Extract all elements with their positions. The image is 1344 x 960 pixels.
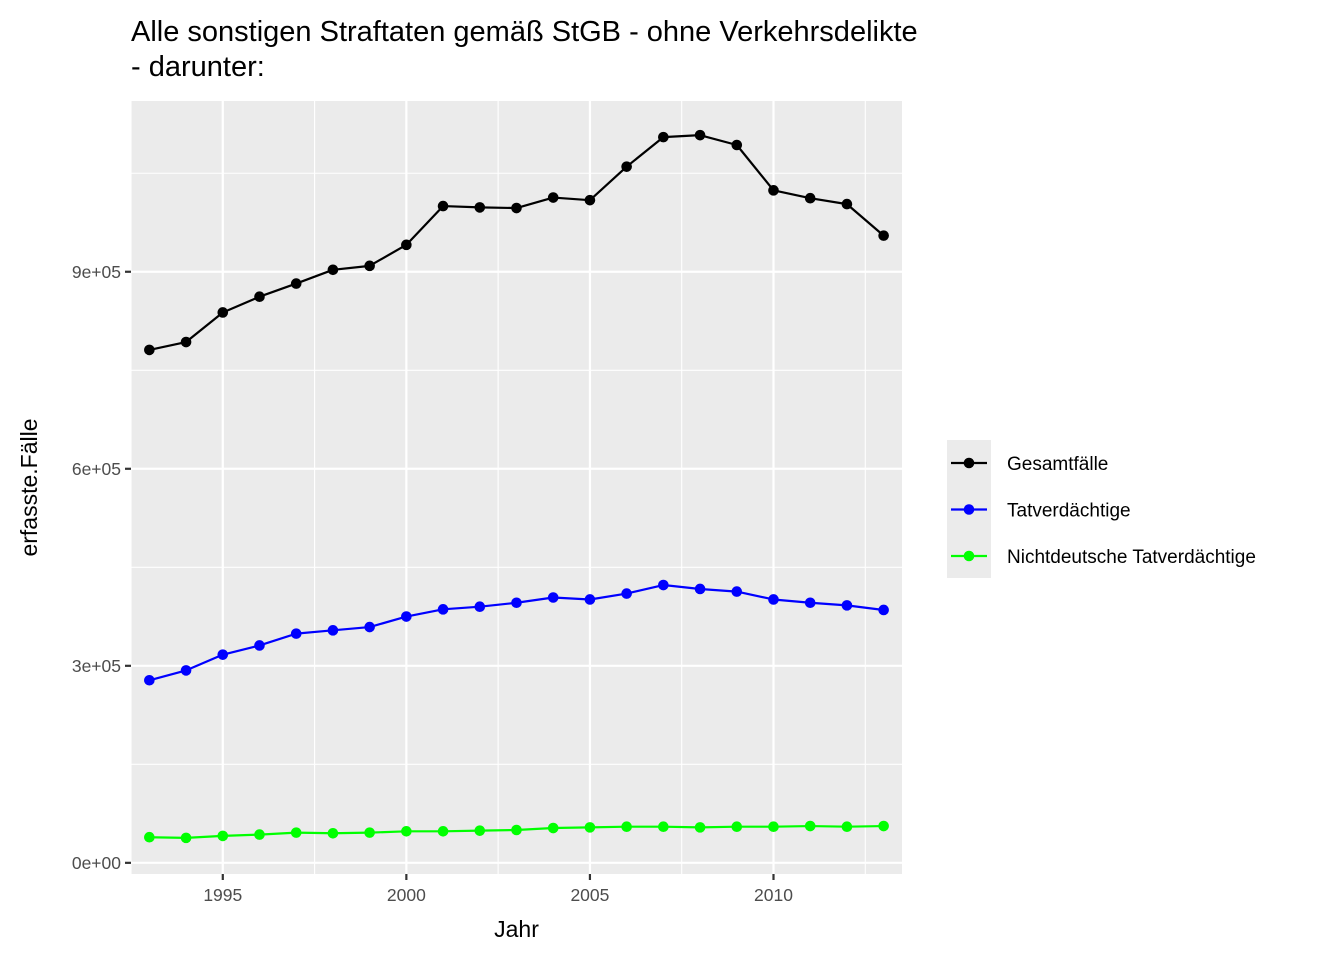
data-point [474, 825, 486, 836]
data-point [144, 831, 155, 843]
data-point [364, 827, 375, 838]
x-tick-label: 2005 [570, 885, 609, 905]
data-point [694, 583, 706, 595]
data-point [547, 592, 559, 603]
x-tick-label: 2010 [754, 885, 793, 905]
data-point [841, 600, 853, 611]
data-point [180, 832, 192, 844]
y-axis: 0e+00 3e+05 6e+05 9e+05 [72, 262, 131, 873]
data-point [511, 824, 522, 836]
data-point [401, 239, 412, 251]
data-point [621, 161, 632, 172]
legend-item-3: Nichtdeutsche Tatverdächtige [951, 547, 1256, 568]
data-point [804, 192, 816, 204]
legend-item-1: Gesamtfälle [951, 454, 1108, 475]
data-point [327, 264, 339, 276]
data-point [694, 822, 706, 833]
x-axis: 1995 2000 2005 2010 [203, 874, 793, 905]
data-point [841, 198, 853, 210]
data-point [144, 674, 155, 686]
data-point [254, 829, 265, 840]
data-point [547, 822, 559, 834]
chart-title-line-2: - darunter: [131, 51, 265, 83]
data-point [474, 601, 486, 613]
data-point [731, 139, 743, 151]
legend-label: Nichtdeutsche Tatverdächtige [1007, 547, 1256, 568]
data-point [254, 291, 265, 303]
data-point [290, 278, 302, 289]
legend: Gesamtfälle Tatverdächtige Nichtdeutsche T… [947, 440, 1256, 578]
data-point [768, 185, 779, 196]
major-gridlines [131, 101, 902, 874]
legend-label: Gesamtfälle [1007, 454, 1108, 475]
data-point [180, 336, 192, 348]
data-point [768, 821, 779, 833]
data-point [878, 230, 889, 241]
minor-gridlines [130, 101, 902, 874]
data-point [768, 594, 779, 605]
data-point [658, 131, 669, 143]
plot-panel [131, 101, 902, 874]
data-point [878, 604, 889, 616]
data-point [217, 649, 229, 660]
series-layer [144, 129, 889, 844]
data-point [584, 822, 596, 833]
legend-point-key [963, 457, 975, 469]
data-point [841, 821, 853, 833]
series-2 [144, 579, 889, 686]
data-point [217, 830, 229, 842]
series-3 [144, 820, 889, 844]
legend-item-2: Tatverdächtige [951, 501, 1131, 522]
data-point [658, 579, 669, 591]
y-tick-label: 9e+05 [72, 262, 121, 282]
data-point [547, 192, 559, 203]
data-point [254, 640, 265, 651]
legend-point-key [963, 504, 975, 515]
y-tick-label: 3e+05 [72, 656, 121, 676]
data-point [290, 827, 302, 838]
data-point [584, 194, 596, 206]
x-axis-title: Jahr [494, 916, 539, 942]
data-point [584, 594, 596, 605]
data-point [144, 344, 155, 356]
y-axis-title: erfasste.Fälle [16, 418, 42, 556]
data-point [401, 826, 412, 837]
data-point [437, 604, 449, 615]
data-point [731, 821, 743, 833]
data-point [658, 821, 669, 833]
legend-label: Tatverdächtige [1007, 501, 1131, 522]
data-point [437, 826, 449, 837]
series-1 [144, 129, 889, 356]
chart-title-line-1: Alle sonstigen Straftaten gemäß StGB - o… [131, 16, 918, 48]
data-point [401, 611, 412, 622]
data-point [804, 820, 816, 832]
data-point [217, 307, 229, 318]
data-point [621, 588, 632, 599]
data-point [327, 625, 339, 636]
data-point [804, 597, 816, 609]
data-point [731, 586, 743, 597]
data-point [511, 202, 522, 214]
data-point [180, 665, 192, 676]
data-point [694, 129, 706, 141]
y-tick-label: 6e+05 [72, 459, 121, 479]
data-point [621, 821, 632, 833]
data-point [511, 597, 522, 609]
chart-title: Alle sonstigen Straftaten gemäß StGB - o… [131, 16, 918, 83]
y-tick-label: 0e+00 [72, 853, 121, 873]
legend-point-key [963, 550, 975, 562]
data-point [364, 621, 375, 633]
data-point [290, 628, 302, 639]
x-tick-label: 1995 [203, 885, 242, 905]
data-point [437, 200, 449, 212]
data-point [474, 202, 486, 213]
x-tick-label: 2000 [387, 885, 426, 905]
data-point [364, 260, 375, 272]
data-point [327, 827, 339, 839]
data-point [878, 820, 889, 832]
